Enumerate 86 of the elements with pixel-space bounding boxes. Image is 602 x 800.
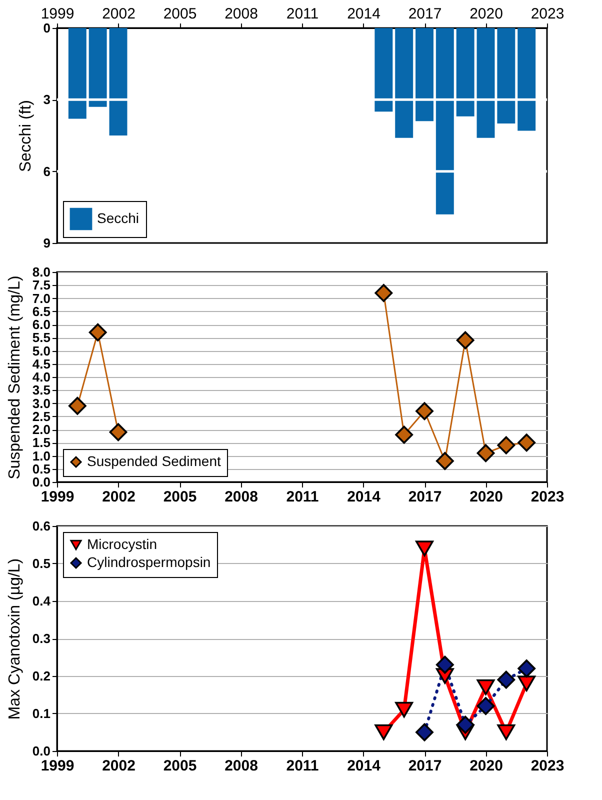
bar [374,28,393,112]
x-tick-label: 2008 [224,6,258,22]
y-tick-label: 8.0 [32,264,50,280]
x-tick-label: 2023 [530,758,564,774]
y-tick-label: 4.5 [32,356,50,372]
y-tick-label: 5.5 [32,330,50,346]
x-tick-label: 2014 [347,488,382,506]
point [518,660,536,678]
y-axis-title: Suspended Sediment (mg/L) [6,276,24,480]
y-tick-label: 3 [43,92,50,108]
point [476,697,495,715]
legend-label: Microcystin [87,536,158,552]
bar [109,28,128,136]
y-tick-label: 0.5 [32,461,50,476]
y-tick-label: 0.4 [32,594,52,608]
point [476,679,495,696]
x-tick-label: 2002 [102,6,136,22]
point [518,676,536,692]
x-tick-label: 2005 [163,488,197,506]
y-tick-label: 0.3 [32,631,50,646]
y-tick-label: 1.0 [32,448,50,464]
y-tick-label: 5.0 [32,343,50,358]
bar [88,28,107,107]
x-tick-label: 2020 [470,6,503,22]
point [497,670,516,689]
x-tick-label: 2011 [286,488,319,506]
y-tick-label: 0.2 [32,668,50,684]
bar [416,28,434,122]
bar [436,28,454,214]
y-tick-label: 0.1 [32,706,50,721]
y-tick-label: 2.0 [32,422,50,437]
point [456,716,474,734]
bar [68,28,86,119]
x-tick-label: 2008 [224,488,258,506]
x-tick-label: 2023 [530,6,564,22]
point [109,423,128,442]
y-tick-label: 1.5 [32,435,50,450]
y-tick-label: 9 [43,236,50,250]
legend-label: Cylindrospermopsin [87,554,211,570]
y-tick-label: 0.0 [32,744,50,758]
point [416,723,434,742]
y-tick-label: 3.5 [32,382,50,398]
y-tick-label: 7.5 [32,278,50,293]
x-tick-label: 1999 [40,488,74,506]
x-tick-label: 2002 [102,488,136,506]
legend-label: Suspended Sediment [87,453,221,469]
bar [476,28,495,138]
x-tick-label: 2017 [408,488,442,506]
y-tick-label: 0.5 [32,556,50,571]
point [395,702,414,718]
bar [456,28,474,116]
bar [518,28,536,131]
y-tick-label: 4.0 [32,370,50,384]
y-tick-label: 0.0 [32,474,50,490]
x-tick-label: 2023 [530,488,564,506]
point [374,724,393,740]
x-tick-label: 2014 [347,758,382,774]
x-tick-label: 2014 [347,6,380,22]
y-tick-label: 2.5 [32,408,50,424]
y-axis-title: Max Cyanotoxin (µg/L) [6,558,24,720]
y-tick-label: 7.0 [32,290,50,306]
x-tick-label: 2002 [102,758,136,774]
y-tick-label: 6 [43,164,50,179]
point [497,724,516,740]
x-tick-label: 2017 [408,6,442,22]
x-tick-label: 2011 [286,758,319,774]
point [416,540,434,556]
x-tick-label: 1999 [40,758,74,774]
y-tick-label: 3.0 [32,396,50,411]
bar [395,28,414,138]
x-tick-label: 2011 [286,6,319,22]
y-axis-title: Secchi (ft) [17,100,34,172]
x-tick-label: 2017 [408,758,442,774]
x-tick-label: 2005 [163,6,197,22]
legend-label: Secchi [97,210,140,226]
x-tick-label: 2008 [224,758,258,774]
x-tick-label: 1999 [40,6,74,22]
y-tick-label: 6.5 [32,304,50,319]
y-tick-label: 0.6 [32,518,50,534]
x-tick-label: 2020 [470,488,503,506]
y-tick-label: 0 [43,20,50,36]
point [436,656,454,674]
x-tick-label: 2005 [163,758,197,774]
y-tick-label: 6.0 [32,317,50,332]
bar [497,28,516,124]
x-tick-label: 2020 [470,758,503,774]
